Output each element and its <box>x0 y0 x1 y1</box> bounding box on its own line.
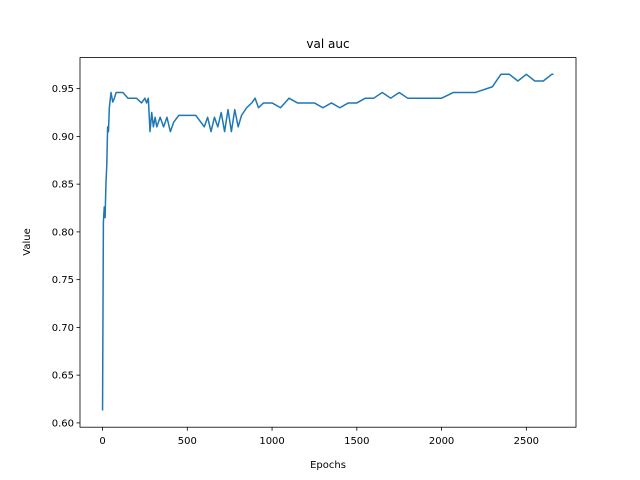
data-line <box>101 73 554 411</box>
x-tick-label: 0 <box>99 436 105 447</box>
axes-frame <box>79 57 577 428</box>
x-tick-label: 1500 <box>344 436 369 447</box>
y-tick-label: 0.70 <box>52 323 74 334</box>
y-tick-label: 0.75 <box>52 275 74 286</box>
x-axis-label: Epochs <box>310 460 346 471</box>
y-tick-label: 0.85 <box>52 180 74 191</box>
x-tick-label: 1000 <box>259 436 284 447</box>
y-tick-label: 0.90 <box>52 132 74 143</box>
x-tick-label: 2500 <box>514 436 539 447</box>
x-tick-label: 2000 <box>429 436 454 447</box>
x-tick-label: 500 <box>178 436 197 447</box>
y-tick-label: 0.80 <box>52 227 74 238</box>
y-tick-label: 0.65 <box>52 371 74 382</box>
chart-title: val auc <box>306 37 349 51</box>
y-tick-label: 0.95 <box>52 84 74 95</box>
y-axis-label: Value <box>22 228 33 255</box>
y-tick-label: 0.60 <box>52 418 74 429</box>
